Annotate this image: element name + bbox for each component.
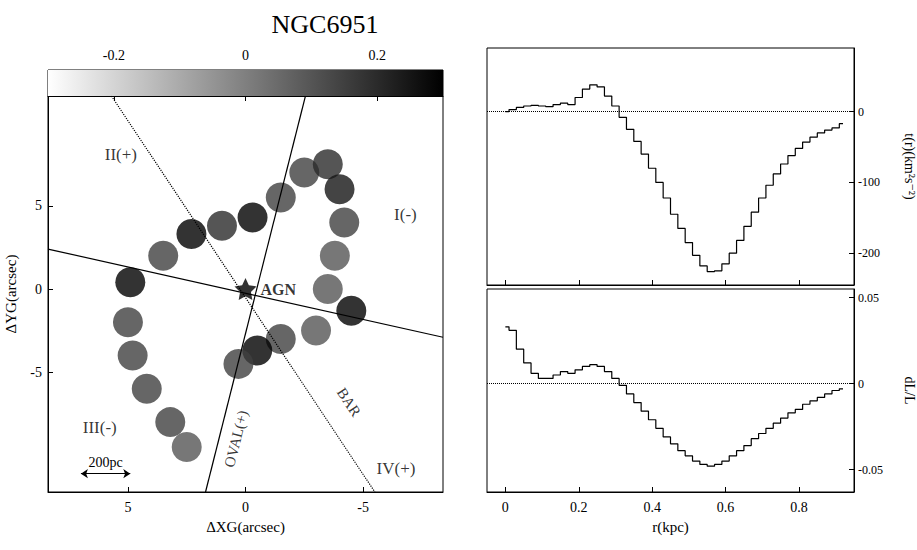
svg-text:ΔYG(arcsec): ΔYG(arcsec) — [3, 255, 20, 334]
svg-text:0.8: 0.8 — [790, 500, 808, 515]
svg-text:dL/L: dL/L — [902, 377, 917, 405]
svg-text:0.2: 0.2 — [570, 500, 588, 515]
svg-text:-0.05: -0.05 — [858, 463, 883, 477]
svg-text:OVAL(+): OVAL(+) — [221, 409, 252, 470]
svg-text:0: 0 — [35, 282, 42, 297]
svg-text:-100: -100 — [858, 175, 880, 189]
svg-text:-5: -5 — [357, 500, 369, 515]
svg-text:NGC6951: NGC6951 — [272, 10, 379, 39]
svg-text:II(+): II(+) — [105, 145, 137, 164]
svg-text:0.4: 0.4 — [643, 500, 661, 515]
svg-text:-5: -5 — [30, 365, 42, 380]
svg-text:I(-): I(-) — [394, 205, 417, 224]
svg-text:r(kpc): r(kpc) — [652, 519, 689, 536]
svg-text:0: 0 — [242, 500, 249, 515]
svg-text:0.2: 0.2 — [368, 48, 386, 63]
svg-text:III(-): III(-) — [83, 418, 117, 437]
svg-text:0.05: 0.05 — [858, 291, 879, 305]
svg-text:ΔXG(arcsec): ΔXG(arcsec) — [206, 519, 285, 536]
svg-text:5: 5 — [124, 500, 131, 515]
svg-text:5: 5 — [35, 198, 42, 213]
svg-text:0: 0 — [858, 377, 864, 391]
svg-text:AGN: AGN — [261, 281, 297, 298]
svg-text:IV(+): IV(+) — [377, 459, 416, 478]
svg-text:BAR: BAR — [334, 385, 364, 420]
svg-text:-0.2: -0.2 — [103, 48, 125, 63]
svg-text:200pc: 200pc — [88, 455, 122, 470]
svg-text:0: 0 — [858, 105, 864, 119]
svg-text:0: 0 — [502, 500, 509, 515]
svg-text:t(r)(km²s⁻²): t(r)(km²s⁻²) — [901, 133, 917, 200]
svg-text:0: 0 — [242, 48, 249, 63]
svg-text:0.6: 0.6 — [717, 500, 735, 515]
svg-text:-200: -200 — [858, 246, 880, 260]
